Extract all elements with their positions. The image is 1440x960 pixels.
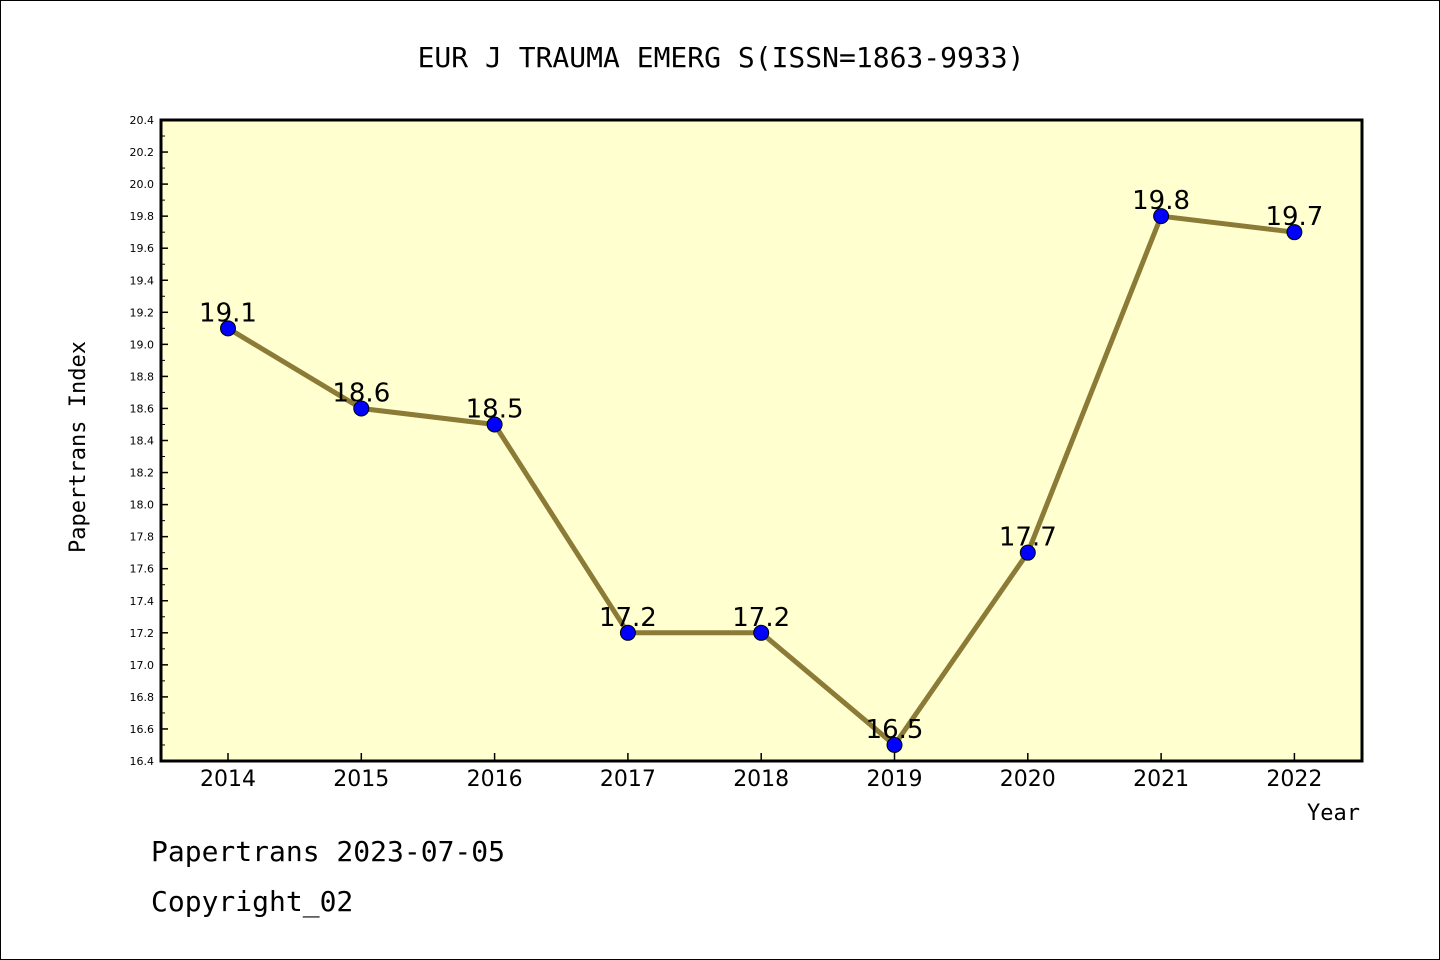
y-axis-label: Papertrans Index xyxy=(66,341,91,553)
data-point-2020 xyxy=(1019,544,1036,561)
data-label-2019: 16.5 xyxy=(866,715,924,745)
y-tick-label: 19.2 xyxy=(130,306,155,319)
y-tick-label: 19.6 xyxy=(130,242,155,255)
y-tick-label: 17.2 xyxy=(130,627,155,640)
footer-copyright-line: Copyright_02 xyxy=(151,885,354,918)
data-label-2016: 18.5 xyxy=(466,394,524,424)
x-tick-label: 2016 xyxy=(467,767,523,792)
footer-date-line: Papertrans 2023-07-05 xyxy=(151,835,506,868)
x-tick-label: 2014 xyxy=(200,767,256,792)
data-label-2022: 19.7 xyxy=(1265,202,1323,232)
data-point-2019 xyxy=(886,736,903,753)
y-tick-label: 20.4 xyxy=(130,114,155,127)
y-tick-label: 17.0 xyxy=(130,659,155,672)
x-tick-label: 2022 xyxy=(1266,767,1322,792)
y-tick-label: 19.8 xyxy=(130,210,155,223)
y-tick-label: 16.4 xyxy=(130,755,155,768)
y-tick-label: 19.4 xyxy=(130,274,155,287)
data-label-2021: 19.8 xyxy=(1132,186,1190,216)
y-tick-label: 17.8 xyxy=(130,531,155,544)
y-tick-label: 20.2 xyxy=(130,146,155,159)
data-label-2018: 17.2 xyxy=(732,603,790,633)
data-point-2016 xyxy=(486,416,503,433)
y-tick-label: 18.6 xyxy=(130,402,155,415)
data-label-2017: 17.2 xyxy=(599,603,657,633)
data-point-2018 xyxy=(753,624,770,641)
y-tick-label: 18.8 xyxy=(130,370,155,383)
series-markers xyxy=(220,208,1303,753)
x-axis-label: Year xyxy=(1307,801,1360,826)
y-tick-label: 17.4 xyxy=(130,595,155,608)
x-tick-label: 2017 xyxy=(600,767,656,792)
x-axis: 2014 2015 2016 2017 2018 2019 2020 2021 2022 xyxy=(200,753,1322,792)
y-tick-label: 18.4 xyxy=(130,435,155,448)
y-tick-label: 18.0 xyxy=(130,499,155,512)
y-tick-label: 18.2 xyxy=(130,467,155,480)
plot-area xyxy=(159,118,1364,763)
x-tick-label: 2021 xyxy=(1133,767,1189,792)
data-labels: 19.1 18.6 18.5 17.2 17.2 16.5 17.7 19.8 19.7 xyxy=(199,186,1323,745)
data-label-2015: 18.6 xyxy=(332,378,390,408)
x-tick-label: 2015 xyxy=(333,767,389,792)
x-tick-label: 2020 xyxy=(1000,767,1056,792)
y-tick-label: 17.6 xyxy=(130,563,155,576)
y-axis: 16.4 16.6 16.8 17.0 17.2 17.4 17.6 17.8 18.0 18.2… xyxy=(130,114,168,768)
y-tick-label: 16.6 xyxy=(130,723,155,736)
data-point-2015 xyxy=(353,400,370,417)
data-point-2022 xyxy=(1286,224,1303,241)
data-label-2014: 19.1 xyxy=(199,298,257,328)
x-tick-label: 2018 xyxy=(733,767,789,792)
data-point-2017 xyxy=(619,624,636,641)
y-tick-label: 20.0 xyxy=(130,178,155,191)
y-tick-label: 19.0 xyxy=(130,338,155,351)
y-tick-label: 16.8 xyxy=(130,691,155,704)
data-label-2020: 17.7 xyxy=(999,523,1057,553)
chart-title: EUR J TRAUMA EMERG S(ISSN=1863-9933) xyxy=(418,41,1025,74)
data-point-2021 xyxy=(1153,208,1170,225)
x-tick-label: 2019 xyxy=(867,767,923,792)
data-point-2014 xyxy=(220,320,236,337)
